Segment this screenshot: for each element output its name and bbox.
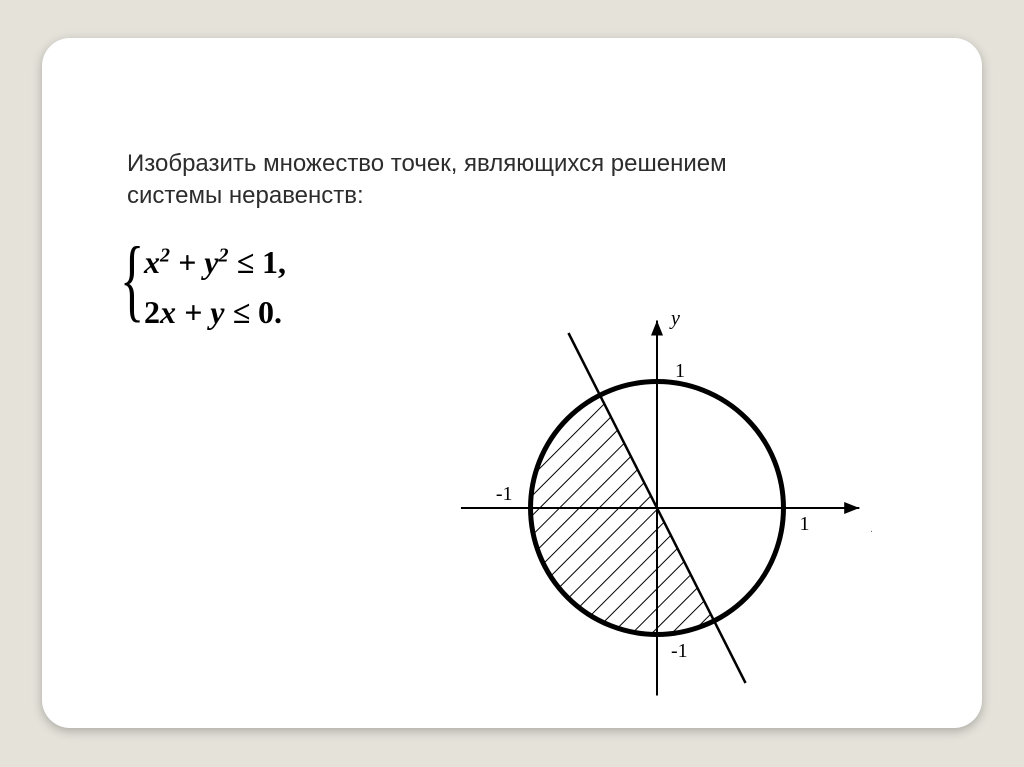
svg-text:x: x	[871, 515, 872, 537]
system-brace: {	[120, 233, 144, 325]
svg-text:1: 1	[799, 513, 809, 535]
svg-text:-1: -1	[496, 483, 513, 505]
svg-text:-1: -1	[671, 640, 688, 662]
equation-2: 2x + y ≤ 0.	[144, 288, 286, 338]
svg-text:1: 1	[675, 360, 685, 382]
prompt-line2: системы неравенств:	[127, 182, 364, 209]
system-equations: x2 + y2 ≤ 1, 2x + y ≤ 0.	[144, 238, 286, 337]
solution-diagram: 1 -1 1 -1 x y	[442, 308, 872, 708]
page-background: Изобразить множество точек, являющихся р…	[0, 0, 1024, 767]
prompt-line1: Изобразить множество точек, являющихся р…	[127, 150, 727, 177]
chart-container: 1 -1 1 -1 x y	[442, 308, 872, 708]
equation-1: x2 + y2 ≤ 1,	[144, 238, 286, 288]
content-card: Изобразить множество точек, являющихся р…	[42, 38, 982, 728]
prompt-text: Изобразить множество точек, являющихся р…	[127, 148, 907, 213]
svg-text:y: y	[669, 308, 680, 330]
